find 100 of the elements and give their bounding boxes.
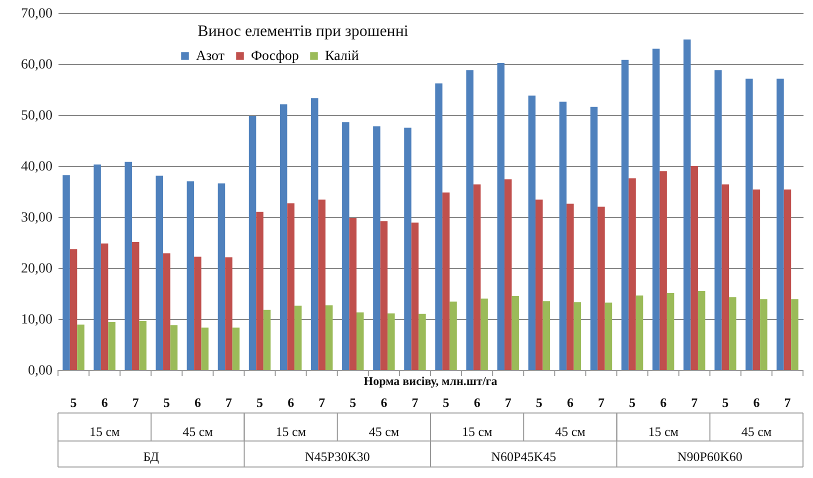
bar xyxy=(652,48,660,370)
text: 15 см xyxy=(276,424,306,439)
text: 45 см xyxy=(741,424,772,439)
bar xyxy=(139,321,146,370)
bar xyxy=(318,200,326,370)
bar xyxy=(776,78,784,370)
bar xyxy=(380,221,388,370)
bar xyxy=(170,325,178,370)
bar xyxy=(62,175,70,370)
bar xyxy=(248,116,256,370)
bar xyxy=(294,306,302,370)
bar xyxy=(574,302,582,370)
bar xyxy=(310,98,318,370)
bar xyxy=(714,70,722,370)
text: N90P60K60 xyxy=(677,449,742,464)
y-tick-label: 20,00 xyxy=(21,262,52,276)
bar xyxy=(435,83,442,370)
bar xyxy=(542,301,550,370)
bar xyxy=(683,40,691,370)
bar xyxy=(132,242,140,370)
bar xyxy=(349,218,357,370)
x-tick-label: 5 xyxy=(722,395,730,410)
text: N60P45K45 xyxy=(491,449,556,464)
bar xyxy=(784,189,792,370)
text: Винос елементів при зрошенні xyxy=(198,23,409,40)
bar xyxy=(388,313,395,370)
bar xyxy=(373,126,380,370)
legend-label: Азот xyxy=(196,49,224,64)
text: 15 см xyxy=(462,424,492,439)
x-tick-label: 5 xyxy=(442,395,450,410)
bar xyxy=(404,128,412,370)
x-tick-label: 7 xyxy=(504,395,512,410)
bar xyxy=(218,183,226,370)
x-axis-title: Норма висіву, млн.шт/га xyxy=(364,374,498,388)
bar xyxy=(791,299,798,370)
bar xyxy=(325,305,333,370)
x-tick-label: 7 xyxy=(784,395,792,410)
bar xyxy=(729,297,736,370)
x-tick-label: 6 xyxy=(101,395,108,410)
bar xyxy=(124,162,132,370)
y-tick-label: 0,00 xyxy=(28,364,52,378)
bar xyxy=(232,328,240,370)
bar xyxy=(666,292,674,370)
x-tick-label: 5 xyxy=(350,395,357,410)
bar xyxy=(108,322,116,370)
text: N45P30K30 xyxy=(304,449,370,464)
x-tick-label: 7 xyxy=(691,395,698,410)
x-tick-label: 6 xyxy=(380,395,388,410)
x-tick-label: 5 xyxy=(70,395,78,410)
bar xyxy=(497,62,504,370)
text: 45 см xyxy=(368,424,400,439)
bar xyxy=(342,122,350,370)
bar xyxy=(690,166,698,370)
x-tick-label: 5 xyxy=(163,395,170,410)
x-tick-label: 7 xyxy=(598,395,605,410)
bar xyxy=(480,298,488,370)
bar xyxy=(621,60,629,370)
text: 15 см xyxy=(648,424,678,439)
bar xyxy=(201,328,209,370)
bar xyxy=(566,204,574,370)
bar xyxy=(746,78,753,370)
text: 15 см xyxy=(89,424,120,439)
x-tick-label: 7 xyxy=(225,395,232,410)
bar xyxy=(636,296,644,370)
bar xyxy=(256,212,264,370)
bar xyxy=(287,203,294,370)
y-tick-label: 10,00 xyxy=(21,312,52,328)
x-tick-label: 6 xyxy=(660,395,668,410)
bar xyxy=(722,184,730,370)
bar xyxy=(760,299,768,370)
x-tick-label: 6 xyxy=(753,395,760,410)
text: БД xyxy=(143,449,160,464)
bar xyxy=(77,324,84,370)
bar xyxy=(450,302,457,370)
bar xyxy=(263,310,271,370)
text: 45 см xyxy=(555,424,586,439)
x-tick-label: 5 xyxy=(629,395,636,410)
bar xyxy=(698,290,706,370)
x-tick-label: 5 xyxy=(256,395,264,410)
x-tick-label: 6 xyxy=(288,395,295,410)
bar xyxy=(559,102,567,370)
bar xyxy=(194,256,202,370)
bar xyxy=(590,106,598,370)
bar xyxy=(100,244,108,370)
bar xyxy=(225,257,232,370)
bar xyxy=(418,314,426,370)
y-tick-label: 30,00 xyxy=(21,210,52,226)
bar xyxy=(660,171,667,370)
x-tick-label: 7 xyxy=(132,395,140,410)
bar xyxy=(512,296,519,370)
bar xyxy=(598,206,605,370)
bar xyxy=(473,184,481,370)
legend-label: Калій xyxy=(325,49,360,64)
bar xyxy=(466,70,474,370)
text: 45 см xyxy=(182,424,213,439)
x-tick-label: 6 xyxy=(566,395,574,410)
bar xyxy=(186,181,194,370)
bar xyxy=(411,222,419,370)
y-tick-label: 70,00 xyxy=(21,6,52,22)
bar xyxy=(156,176,164,370)
